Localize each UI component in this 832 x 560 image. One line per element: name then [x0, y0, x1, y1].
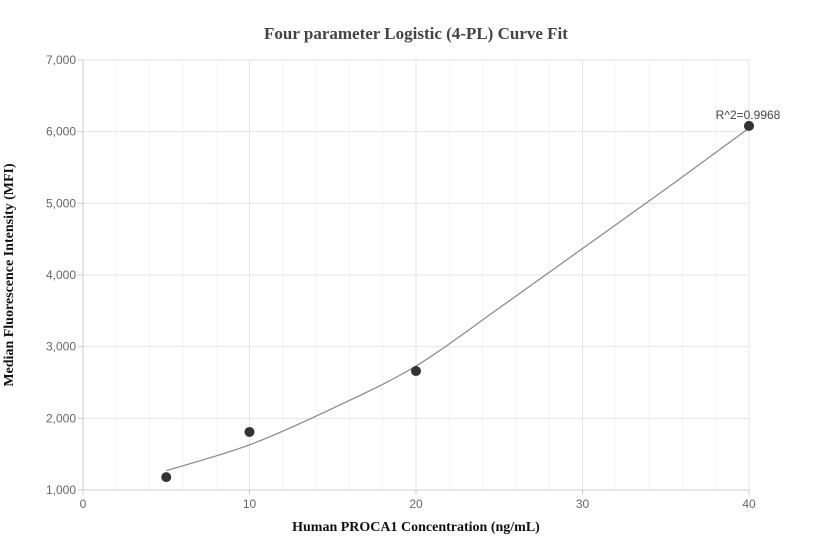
y-tick-label: 5,000 — [46, 196, 76, 210]
data-point — [161, 472, 172, 483]
fit-curve-layer — [166, 127, 750, 472]
y-axis-label: Median Fluorescence Intensity (MFI) — [2, 163, 17, 387]
r-squared-annotation: R^2=0.9968 — [716, 108, 781, 122]
y-tick-label: 4,000 — [46, 268, 76, 282]
y-tick-label: 3,000 — [46, 340, 76, 354]
chart-title: Four parameter Logistic (4-PL) Curve Fit — [264, 24, 568, 43]
x-tick-label: 30 — [576, 497, 590, 511]
data-points — [161, 120, 754, 483]
data-point — [744, 120, 754, 131]
y-tick-label: 7,000 — [46, 53, 76, 67]
x-axis-label: Human PROCA1 Concentration (ng/mL) — [292, 520, 540, 535]
axes — [78, 59, 750, 495]
x-tick-label: 20 — [409, 497, 423, 511]
y-tick-label: 6,000 — [46, 125, 76, 139]
tick-labels: 1,000 2,000 3,000 4,000 5,000 6,000 7,000 0 10 20… — [46, 53, 756, 511]
x-tick-label: 0 — [80, 497, 87, 511]
y-tick-label: 1,000 — [46, 483, 76, 497]
x-tick-label: 10 — [243, 497, 257, 511]
y-tick-label: 2,000 — [46, 411, 76, 425]
fit-curve — [166, 127, 750, 472]
x-tick-label: 40 — [742, 497, 756, 511]
data-point — [411, 366, 421, 377]
grid — [83, 59, 750, 490]
data-point — [244, 426, 255, 437]
